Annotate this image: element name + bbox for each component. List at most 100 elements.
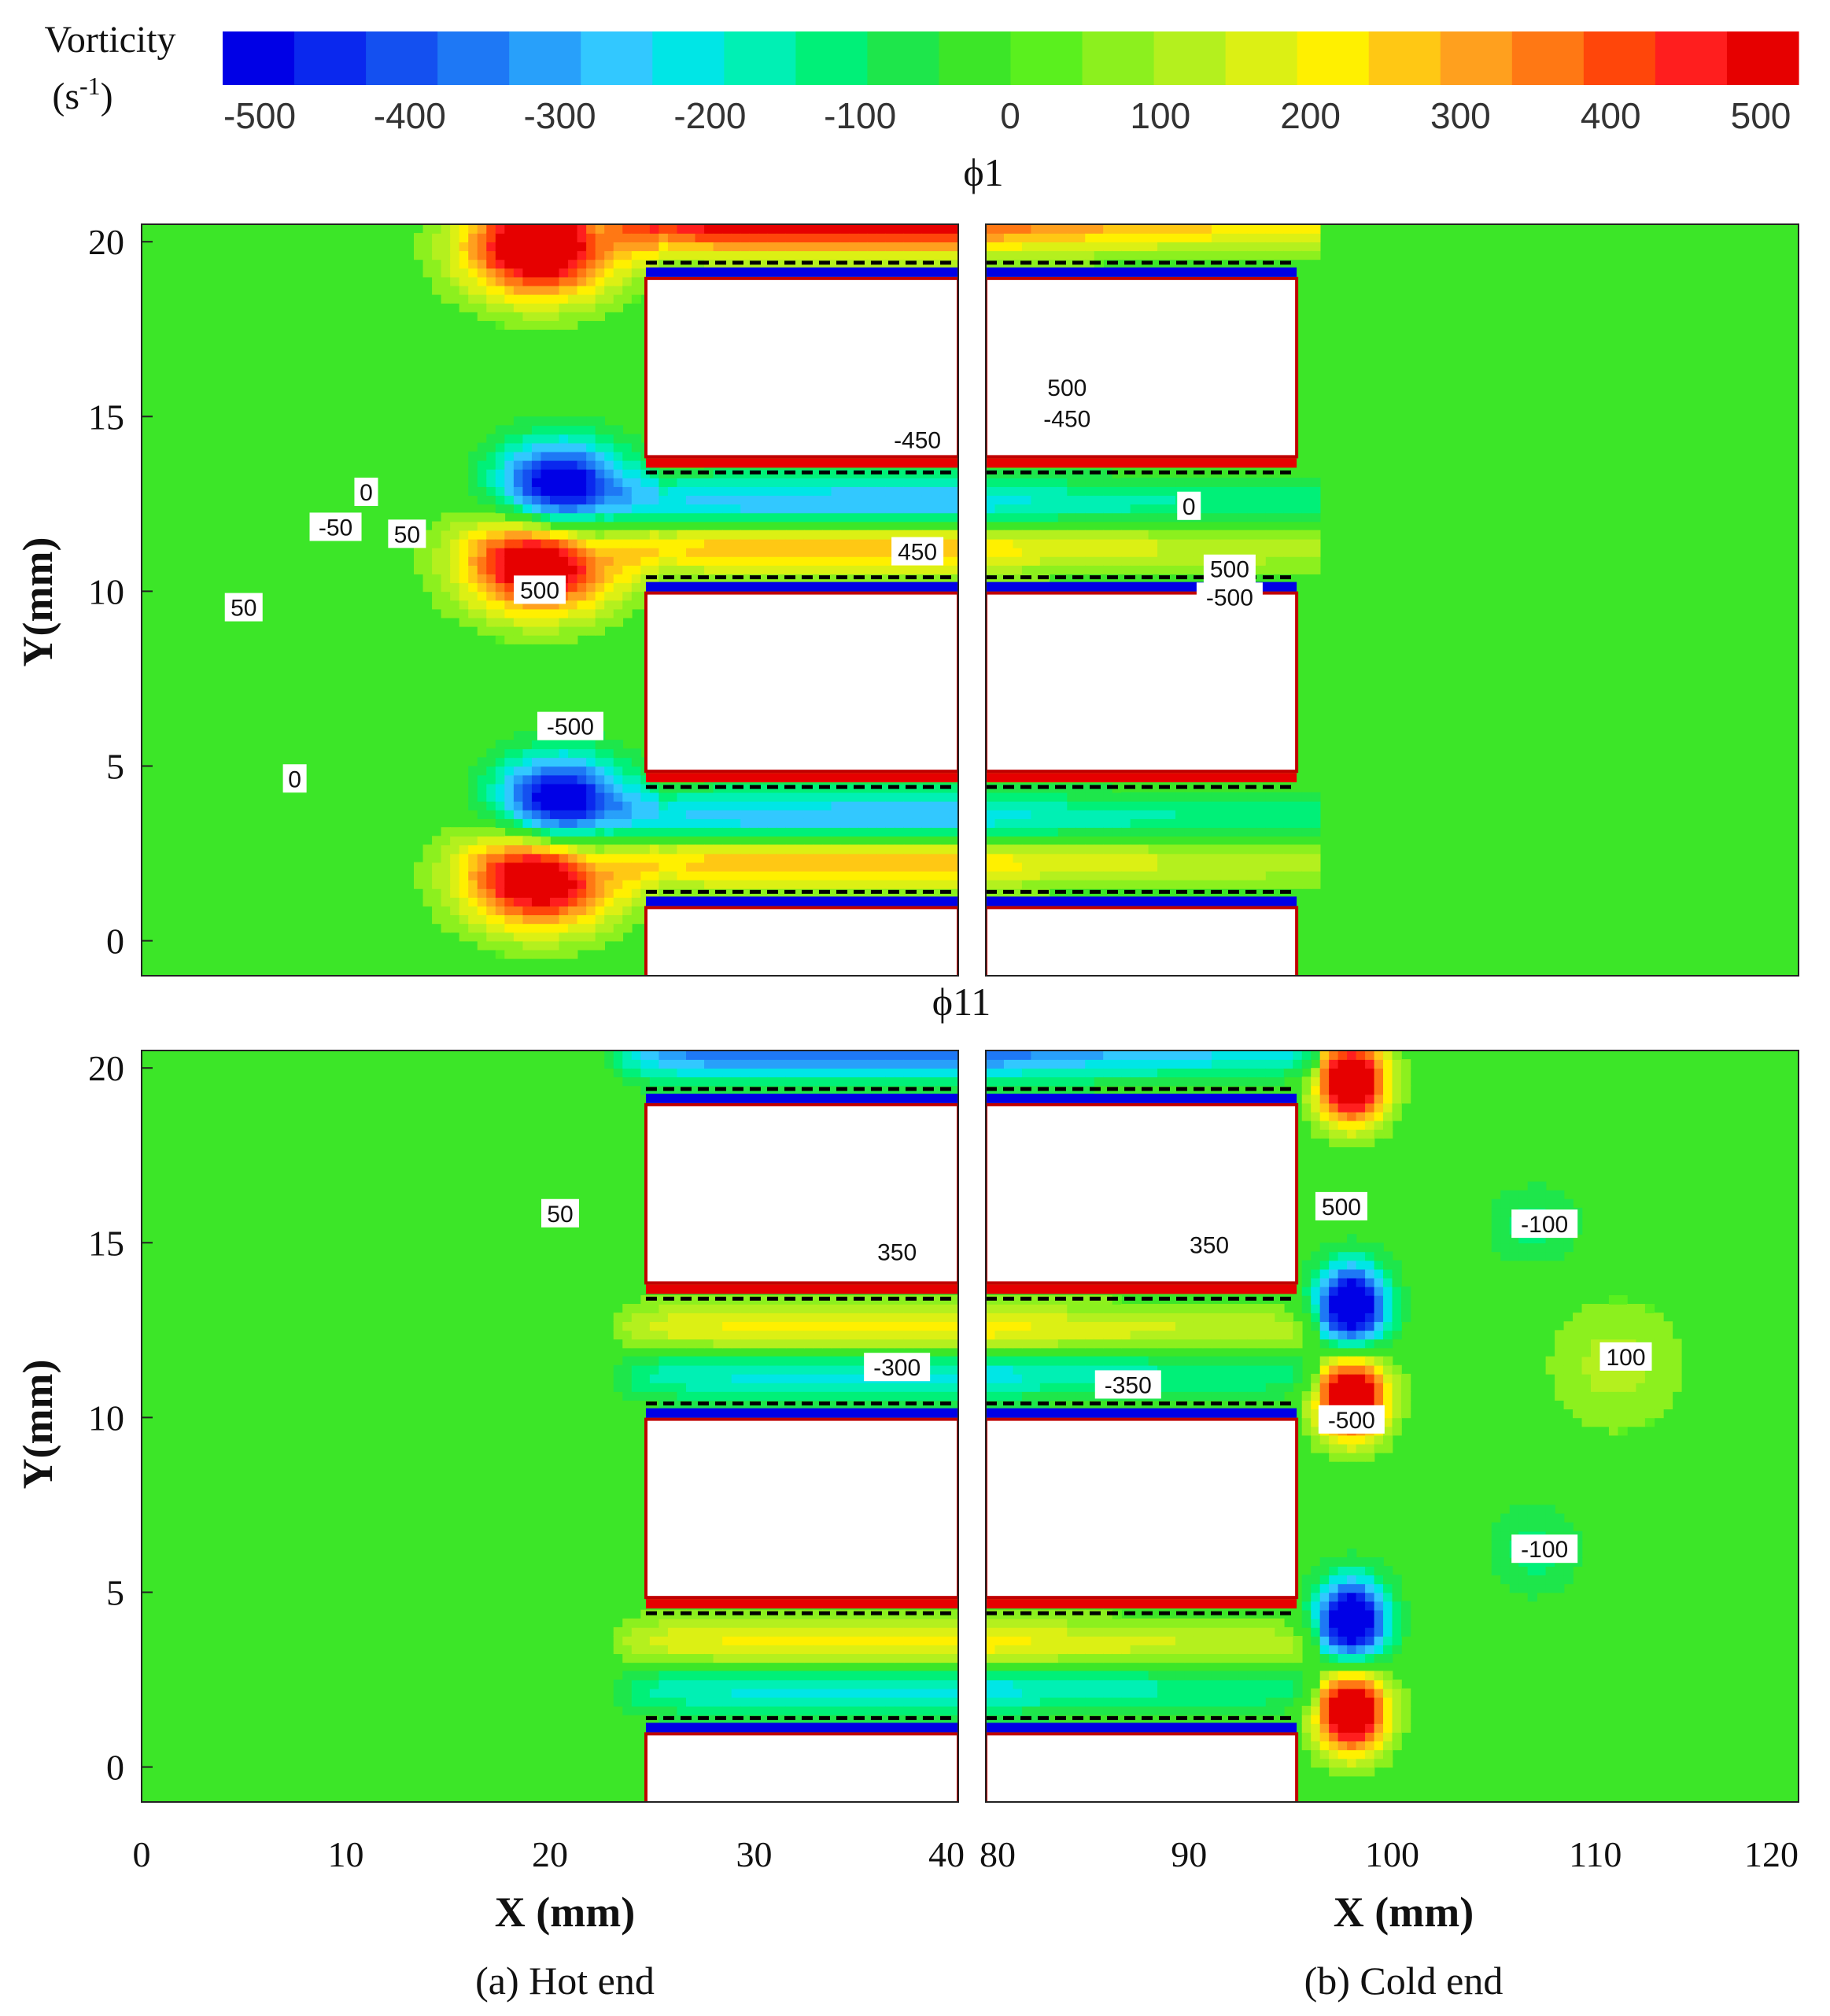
field-cell [468, 530, 478, 540]
field-cell [1021, 233, 1032, 243]
field-cell [1121, 844, 1131, 855]
field-cell [921, 810, 932, 819]
field-cell [1013, 862, 1023, 872]
field-cell [622, 591, 633, 601]
field-cell [740, 1653, 751, 1663]
field-cell [677, 1321, 687, 1331]
field-cell [631, 844, 642, 855]
field-cell [822, 547, 832, 557]
field-cell [1031, 478, 1041, 487]
field-cell [831, 468, 841, 478]
field-cell [1103, 1653, 1113, 1663]
field-cell [667, 1313, 678, 1323]
field-cell [1013, 1330, 1023, 1340]
field-cell [785, 242, 796, 252]
field-cell [903, 800, 914, 810]
field-cell [949, 844, 958, 855]
field-cell [649, 1679, 660, 1689]
field-cell [459, 302, 469, 312]
field-cell [486, 792, 496, 802]
field-cell [1013, 504, 1023, 514]
field-cell [939, 1679, 950, 1689]
field-cell [849, 1391, 859, 1401]
field-cell [550, 870, 560, 881]
field-cell [667, 1373, 678, 1383]
field-cell [931, 800, 941, 810]
field-cell [522, 451, 533, 461]
field-cell [704, 1338, 714, 1349]
field-cell [949, 888, 958, 898]
field-cell [1193, 538, 1204, 548]
field-cell [731, 547, 741, 557]
field-cell [604, 512, 614, 522]
field-cell [631, 1364, 642, 1375]
field-cell [931, 792, 941, 802]
field-cell [1085, 1626, 1095, 1637]
field-cell [631, 547, 642, 557]
field-cell [895, 486, 905, 497]
field-cell [631, 766, 642, 776]
field-cell [559, 818, 569, 829]
field-cell [749, 478, 760, 487]
field-cell [1067, 538, 1077, 548]
field-cell [867, 1618, 877, 1628]
field-cell [1049, 1373, 1059, 1383]
field-cell [1301, 504, 1312, 514]
field-cell [486, 844, 496, 855]
field-cell [876, 1636, 887, 1645]
field-cell [568, 320, 578, 330]
field-cell [1311, 547, 1321, 557]
field-cell [795, 1373, 805, 1383]
field-cell [559, 923, 569, 933]
field-cell [1057, 844, 1068, 855]
field-cell [486, 521, 496, 531]
field-cell [913, 1338, 923, 1349]
field-cell [1175, 556, 1186, 566]
field-cell [1075, 1364, 1087, 1375]
field-cell [486, 276, 496, 286]
field-cell [913, 1304, 923, 1313]
field-cell [1075, 1688, 1087, 1698]
field-cell [432, 224, 442, 234]
field-cell [740, 538, 751, 548]
field-cell [840, 844, 850, 855]
field-cell [767, 853, 778, 863]
field-cell [867, 538, 877, 548]
field-cell [1075, 547, 1087, 557]
field-cell [949, 574, 958, 584]
field-cell [604, 810, 614, 819]
field-cell [677, 1618, 687, 1628]
field-cell [1085, 879, 1095, 889]
field-cell [1067, 844, 1077, 855]
field-cell [659, 862, 669, 872]
field-cell [1301, 233, 1312, 243]
field-cell [541, 434, 551, 444]
field-cell [931, 1671, 941, 1681]
field-cell [1166, 800, 1176, 810]
field-cell [1067, 1697, 1077, 1707]
field-cell [559, 512, 569, 522]
field-cell [414, 233, 424, 243]
field-cell [867, 565, 877, 574]
field-cell [749, 844, 760, 855]
field-cell [1039, 870, 1050, 881]
field-cell [1067, 862, 1077, 872]
field-cell [994, 1382, 1005, 1392]
field-cell [713, 1618, 723, 1628]
field-cell [686, 1373, 696, 1383]
field-cell [849, 1050, 859, 1060]
field-cell [468, 608, 478, 618]
field-cell [1039, 827, 1050, 837]
field-cell [695, 556, 705, 566]
field-cell [559, 897, 569, 906]
field-cell [758, 259, 769, 269]
field-cell [459, 862, 469, 872]
field-cell [722, 250, 732, 260]
field-cell [931, 1373, 941, 1383]
field-cell [1193, 530, 1204, 540]
field-cell [522, 897, 533, 906]
field-cell [1094, 818, 1105, 829]
field-cell [931, 1076, 941, 1087]
field-cell [849, 1671, 859, 1681]
field-cell [504, 844, 515, 855]
